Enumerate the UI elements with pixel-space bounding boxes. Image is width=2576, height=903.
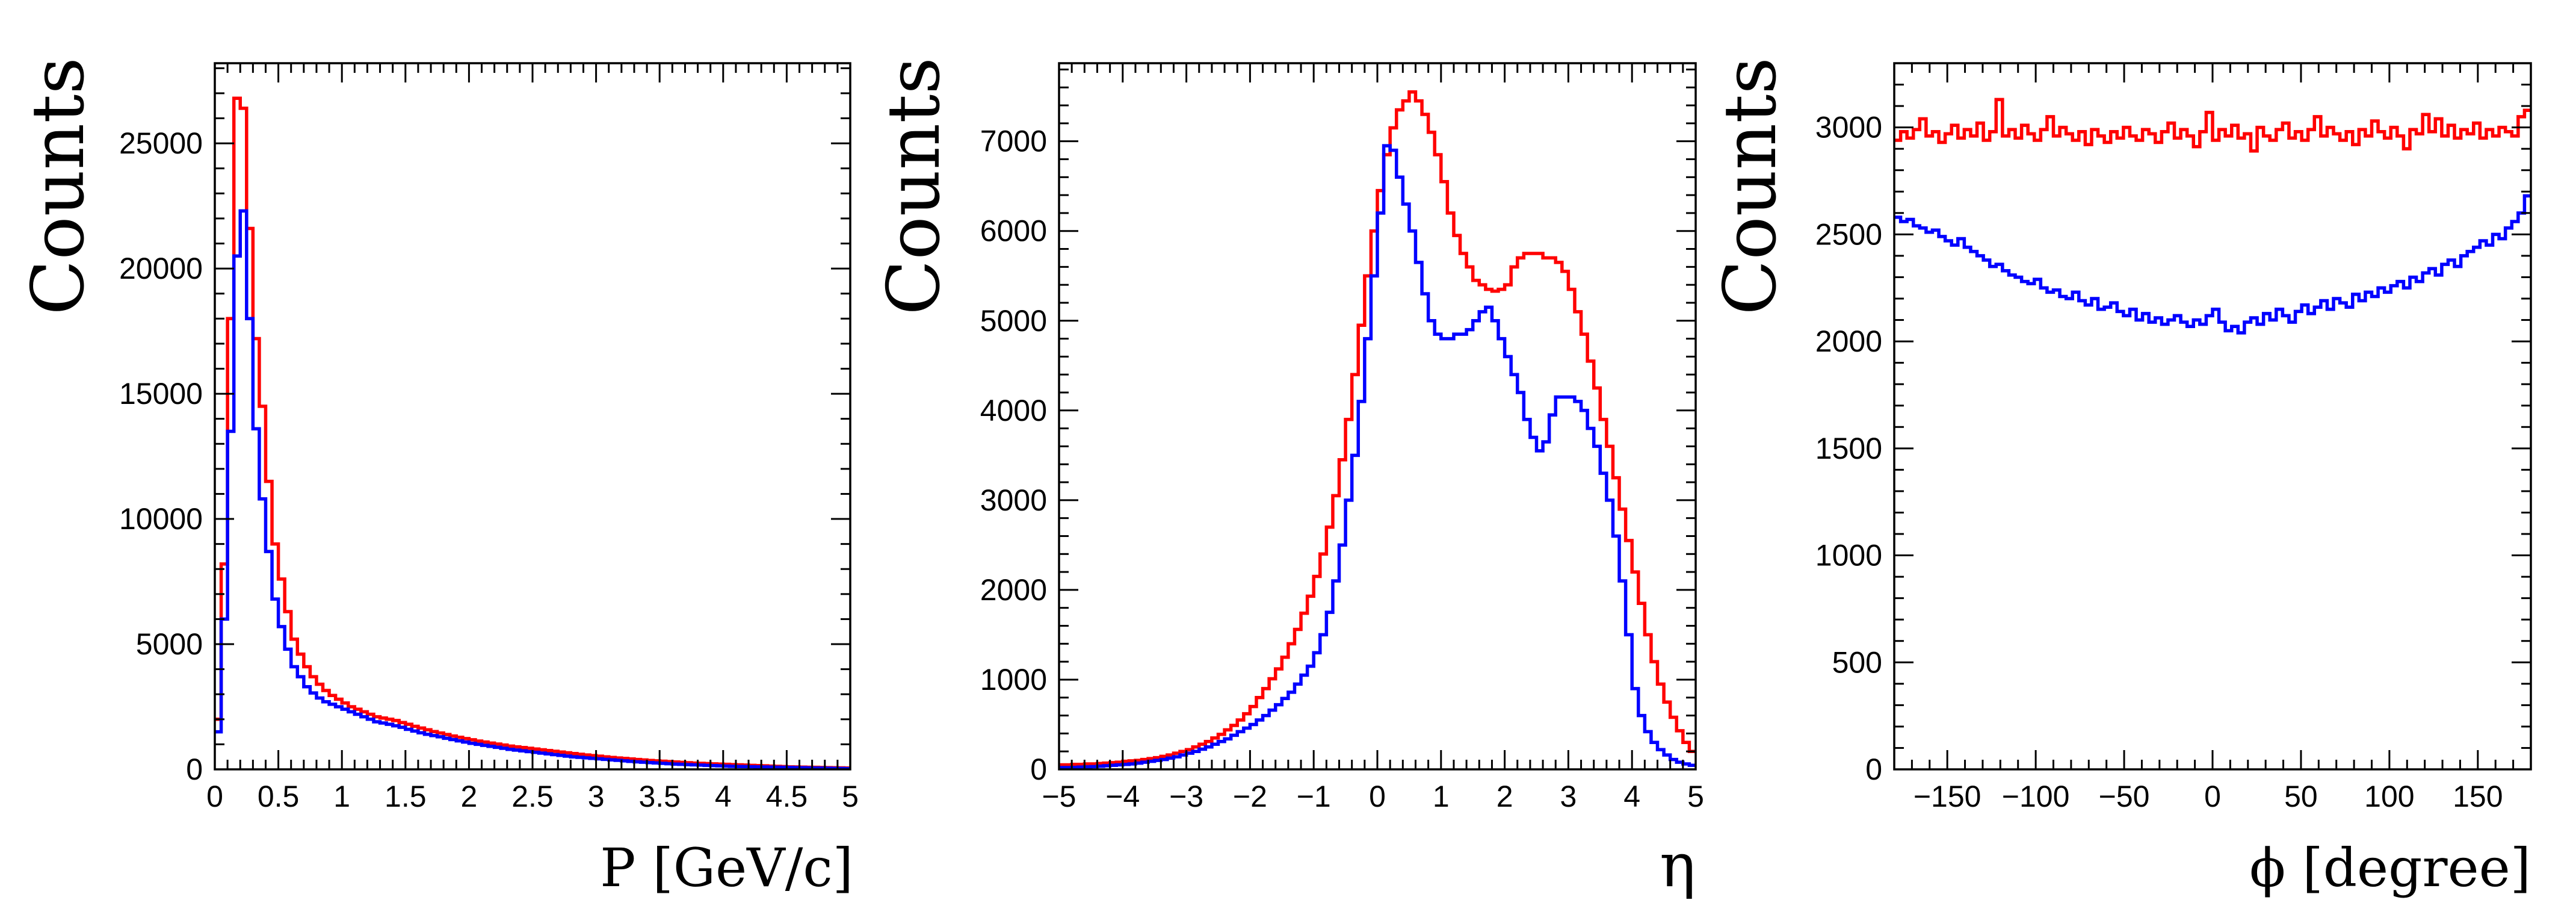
momentum-series-red-line: [215, 96, 850, 770]
eta-x-tick-label: −5: [1042, 780, 1076, 813]
momentum-plot-frame: [214, 62, 851, 771]
momentum-x-tick-label: 1.5: [385, 780, 427, 813]
phi-y-axis-title: Counts: [1709, 57, 1793, 315]
momentum-y-tick-label: 15000: [119, 377, 203, 411]
momentum-x-tick-label: 2: [460, 780, 477, 813]
phi-y-tick-label: 0: [1865, 752, 1882, 786]
momentum-y-axis-title: Counts: [17, 57, 100, 315]
momentum-y-tick-label: 25000: [119, 126, 203, 160]
momentum-x-tick-label: 2.5: [511, 780, 554, 813]
phi-series-red-line: [1894, 98, 2531, 153]
momentum-x-tick-label: 0: [206, 780, 223, 813]
momentum-y-tick-label: 5000: [136, 627, 203, 661]
phi-x-tick-label: 0: [2204, 780, 2221, 813]
eta-x-tick-label: 5: [1687, 780, 1704, 813]
phi-y-tick-label: 2000: [1815, 324, 1882, 358]
phi-x-tick-label: −50: [2099, 780, 2150, 813]
phi-x-tick-label: 100: [2364, 780, 2414, 813]
eta-y-tick-label: 5000: [980, 304, 1047, 338]
momentum-y-tick-label: 0: [186, 752, 203, 786]
eta-y-tick-label: 4000: [980, 394, 1047, 427]
phi-series-blue-line: [1894, 194, 2531, 335]
eta-y-tick-label: 3000: [980, 483, 1047, 517]
eta-x-tick-label: −4: [1105, 780, 1140, 813]
eta-x-tick-label: 4: [1623, 780, 1640, 813]
momentum-series-blue-line: [215, 209, 850, 771]
eta-histogram-panel: −5 −4 −3 −2 −1 0 1 2 3 4 5 0 1000 2000 3000 4000 5000 600…: [873, 57, 1704, 901]
phi-x-tick-label: 150: [2453, 780, 2503, 813]
eta-y-tick-label: 2000: [980, 573, 1047, 607]
momentum-x-axis-title: P [GeV/c]: [600, 837, 853, 899]
eta-x-tick-label: 3: [1560, 780, 1577, 813]
eta-x-tick-label: −1: [1297, 780, 1331, 813]
momentum-x-tick-label: 4: [715, 780, 732, 813]
eta-y-tick-label: 7000: [980, 125, 1047, 158]
phi-y-tick-label: 2500: [1815, 217, 1882, 251]
eta-x-axis-title: η: [1660, 830, 1696, 901]
eta-y-tick-label: 6000: [980, 214, 1047, 248]
phi-y-tick-label: 1500: [1815, 432, 1882, 465]
phi-x-tick-label: −100: [2002, 780, 2070, 813]
phi-y-tick-label: 500: [1832, 645, 1882, 679]
phi-x-tick-label: −150: [1913, 780, 1981, 813]
momentum-x-tick-label: 1: [333, 780, 350, 813]
eta-series-blue-line: [1059, 144, 1696, 769]
momentum-x-tick-label: 3: [588, 780, 605, 813]
eta-y-tick-label: 1000: [980, 663, 1047, 697]
eta-x-tick-label: 2: [1496, 780, 1513, 813]
phi-y-tick-label: 3000: [1815, 111, 1882, 144]
momentum-x-tick-label: 4.5: [766, 780, 808, 813]
eta-x-tick-label: 0: [1369, 780, 1386, 813]
phi-x-tick-label: 50: [2284, 780, 2318, 813]
eta-x-tick-label: −2: [1233, 780, 1267, 813]
momentum-y-tick-label: 20000: [119, 252, 203, 285]
phi-histogram-panel: −150 −100 −50 0 50 100 15005001000150020002500…: [1709, 57, 2532, 899]
eta-series-red-line: [1059, 90, 1696, 767]
momentum-x-tick-label: 0.5: [258, 780, 300, 813]
eta-y-tick-label: 0: [1030, 752, 1047, 786]
momentum-x-tick-label: 5: [842, 780, 859, 813]
eta-x-tick-label: 1: [1433, 780, 1450, 813]
eta-x-tick-label: −3: [1169, 780, 1203, 813]
momentum-y-tick-label: 10000: [119, 502, 203, 536]
phi-plot-frame: [1893, 62, 2532, 771]
momentum-histogram-panel: 0 0.5 1 1.5 2 2.5 3 3.5 4 4.5 5 0 5000 10000 15000 2000…: [17, 57, 859, 899]
momentum-x-tick-label: 3.5: [638, 780, 681, 813]
phi-x-axis-title: ϕ [degree]: [2249, 837, 2531, 899]
eta-y-axis-title: Counts: [873, 57, 956, 315]
phi-y-tick-label: 1000: [1815, 539, 1882, 573]
